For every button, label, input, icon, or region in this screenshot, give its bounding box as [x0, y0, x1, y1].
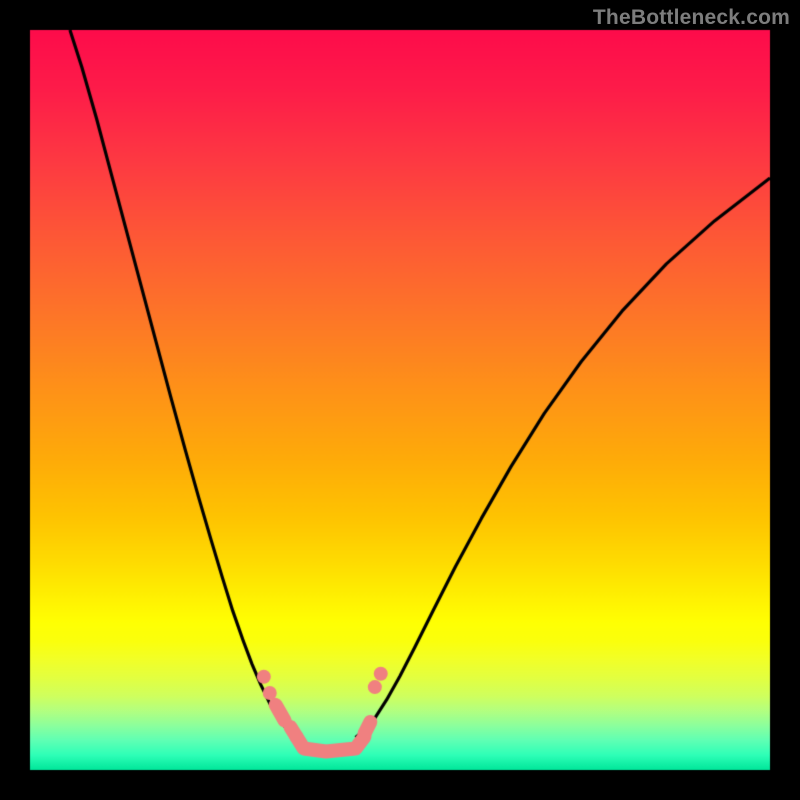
watermark-text: TheBottleneck.com [593, 6, 790, 30]
bottleneck-chart [0, 0, 800, 800]
